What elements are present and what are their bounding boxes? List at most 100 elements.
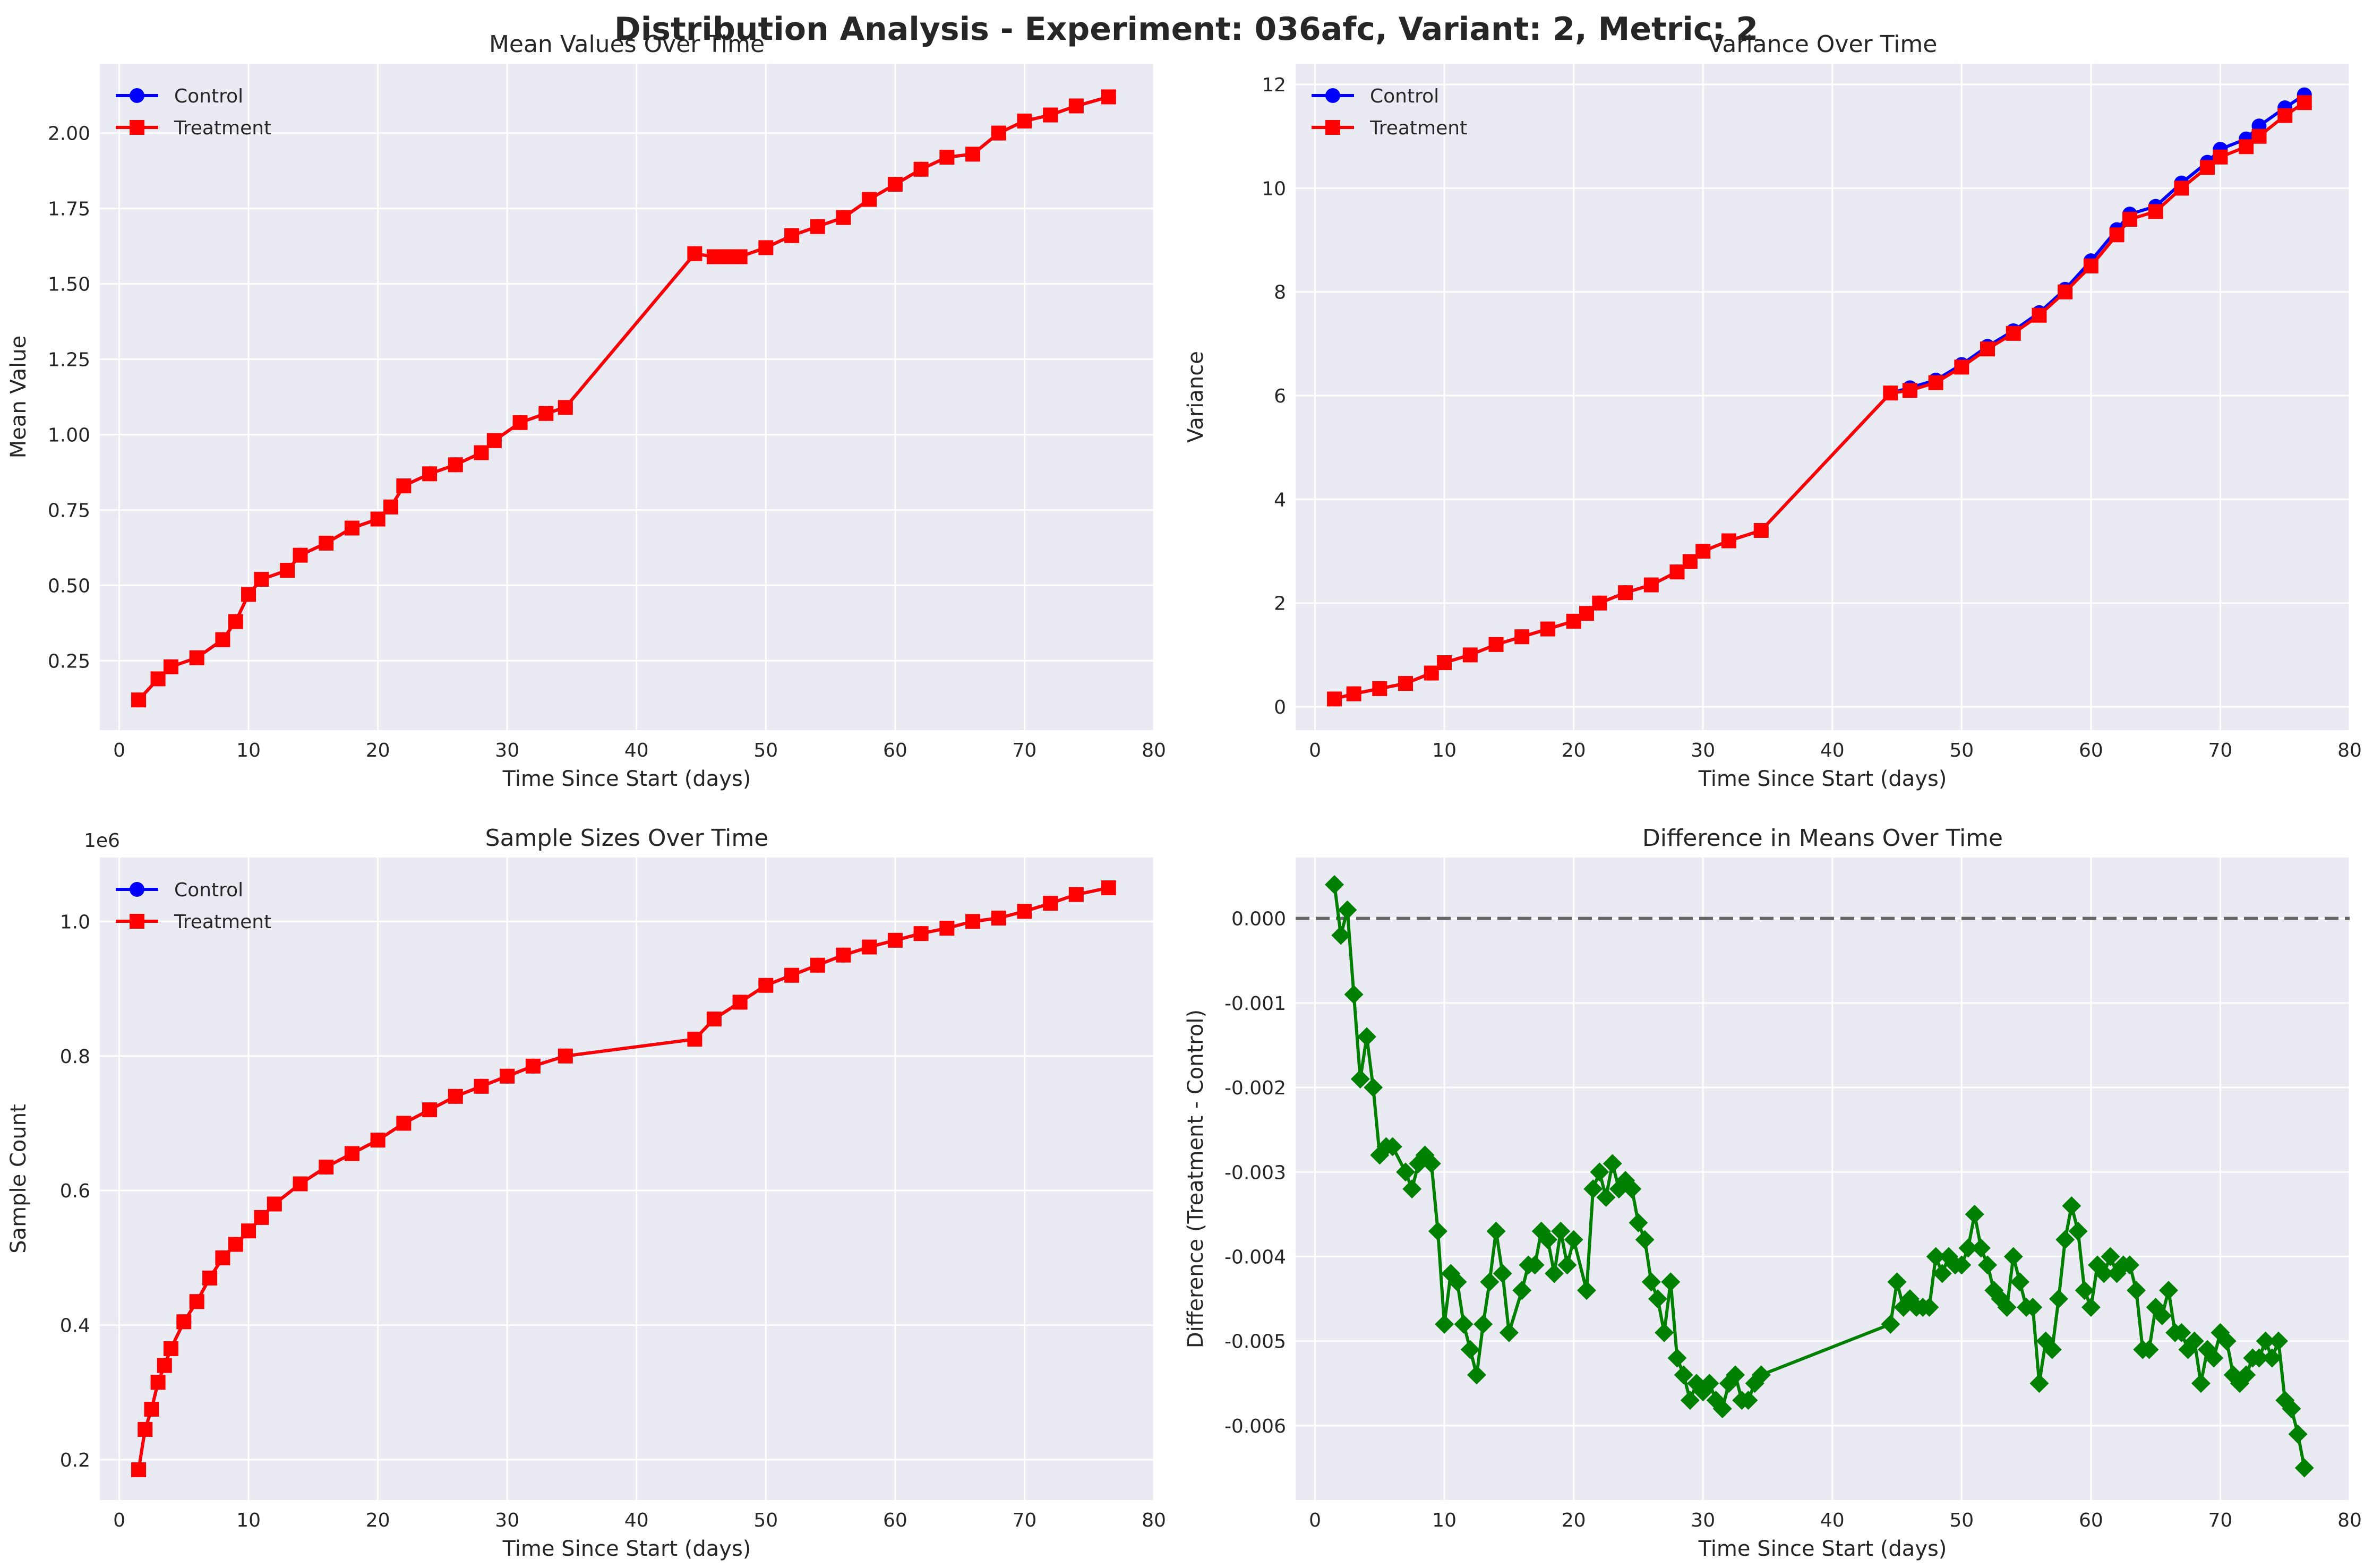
data-point-difference: [2029, 1374, 2049, 1393]
data-point-difference: [1667, 1348, 1687, 1368]
x-tick-label: 20: [1562, 740, 1586, 761]
data-point-difference: [2282, 1399, 2301, 1419]
data-point-treatment: [319, 1159, 334, 1175]
data-point-difference: [1545, 1264, 1564, 1283]
data-point-treatment: [422, 1102, 438, 1118]
x-tick-label: 30: [495, 740, 519, 761]
chart-panel-2: 0 10 20 30 40 50 60 70 80 0 2 4 6 8 10 12 Variance Over …: [1184, 31, 2362, 791]
data-point-treatment: [2277, 108, 2293, 123]
data-point-treatment: [448, 1089, 463, 1104]
x-tick-label: 20: [1562, 1510, 1586, 1531]
data-point-difference: [1738, 1391, 1758, 1410]
x-tick-label: 30: [1691, 1510, 1715, 1531]
data-point-difference: [1751, 1365, 1771, 1385]
data-point-treatment: [836, 210, 851, 225]
data-point-treatment: [525, 1058, 541, 1074]
data-point-difference: [1577, 1281, 1597, 1300]
y-offset-text: 1e6: [84, 830, 120, 852]
data-point-treatment: [836, 947, 851, 963]
data-point-treatment: [202, 1270, 218, 1286]
data-point-treatment: [131, 692, 147, 708]
data-point-difference: [1512, 1281, 1532, 1300]
data-point-treatment: [383, 499, 399, 515]
data-point-difference: [1887, 1272, 1907, 1292]
data-point-treatment: [254, 1210, 269, 1225]
plot-area: [100, 64, 1154, 730]
data-point-treatment: [1883, 385, 1898, 401]
x-tick-label: 0: [113, 740, 125, 761]
data-point-treatment: [228, 614, 243, 629]
x-tick-label: 20: [366, 1510, 390, 1531]
data-point-treatment: [2174, 181, 2189, 196]
data-point-treatment: [486, 433, 502, 448]
data-point-treatment: [319, 535, 334, 551]
data-point-treatment: [163, 1341, 178, 1356]
data-point-treatment: [2239, 139, 2254, 155]
data-point-difference: [2288, 1424, 2308, 1444]
data-point-treatment: [758, 240, 774, 255]
data-point-difference: [2055, 1230, 2075, 1249]
y-tick-label: 12: [1262, 74, 1286, 96]
data-point-treatment: [474, 445, 489, 460]
chart-title: Sample Sizes Over Time: [485, 825, 769, 852]
x-tick-label: 60: [883, 740, 907, 761]
data-point-treatment: [138, 1421, 153, 1437]
y-tick-label: 1.50: [48, 274, 90, 296]
legend-marker: [130, 88, 144, 103]
data-point-treatment: [500, 1068, 515, 1084]
x-axis-label: Time Since Start (days): [1698, 767, 1947, 791]
data-point-difference: [1978, 1255, 1998, 1275]
legend-marker: [1325, 120, 1340, 135]
data-point-difference: [2159, 1281, 2179, 1300]
y-tick-label: -0.006: [1224, 1416, 1286, 1437]
data-point-difference: [1712, 1399, 1732, 1419]
x-tick-label: 30: [1691, 740, 1715, 761]
data-point-treatment: [887, 932, 903, 948]
data-point-treatment: [687, 1032, 703, 1047]
data-point-difference: [1726, 1365, 1745, 1385]
data-point-difference: [1467, 1365, 1486, 1385]
y-tick-label: 0.50: [48, 575, 90, 597]
data-point-difference: [1661, 1272, 1681, 1292]
data-point-difference: [1596, 1188, 1616, 1207]
x-tick-label: 10: [1432, 1510, 1457, 1531]
x-tick-label: 70: [2208, 1510, 2233, 1531]
data-point-treatment: [538, 406, 554, 421]
data-point-treatment: [1437, 655, 1452, 671]
data-point-treatment: [396, 1116, 412, 1131]
x-tick-label: 70: [1013, 740, 1037, 761]
data-point-treatment: [157, 1358, 172, 1373]
data-point-treatment: [732, 995, 748, 1010]
data-point-treatment: [1017, 113, 1032, 128]
x-tick-label: 80: [1142, 1510, 1166, 1531]
data-point-difference: [1971, 1238, 1991, 1258]
data-point-difference: [2094, 1264, 2114, 1283]
data-point-treatment: [144, 1401, 159, 1417]
data-point-treatment: [706, 1012, 722, 1027]
x-tick-label: 30: [495, 1510, 519, 1531]
data-point-difference: [1629, 1213, 1648, 1232]
data-point-treatment: [1695, 544, 1711, 559]
y-tick-label: 0.25: [48, 650, 90, 672]
data-point-treatment: [241, 1223, 256, 1239]
data-point-treatment: [1068, 98, 1084, 114]
data-point-difference: [2152, 1306, 2172, 1325]
chart-panel-3: 0 10 20 30 40 50 60 70 80 0.2 0.4 0.6 0.8 1.0 Sample S…: [6, 825, 1166, 1561]
data-point-difference: [1428, 1221, 1447, 1241]
data-point-treatment: [784, 967, 800, 983]
data-point-treatment: [150, 1375, 166, 1390]
x-tick-label: 70: [1013, 1510, 1037, 1531]
data-point-treatment: [422, 466, 438, 482]
data-point-difference: [1396, 1162, 1416, 1182]
data-point-difference: [2256, 1331, 2275, 1351]
chart-title: Difference in Means Over Time: [1642, 825, 2003, 852]
data-point-treatment: [965, 147, 981, 162]
data-point-treatment: [862, 939, 877, 955]
x-tick-label: 10: [236, 740, 261, 761]
data-point-difference: [1421, 1154, 1441, 1173]
data-point-difference: [1331, 926, 1351, 945]
x-tick-label: 0: [1309, 1510, 1321, 1531]
data-point-difference: [1680, 1391, 1700, 1410]
data-point-difference: [2184, 1331, 2204, 1351]
data-point-difference: [2062, 1196, 2081, 1215]
